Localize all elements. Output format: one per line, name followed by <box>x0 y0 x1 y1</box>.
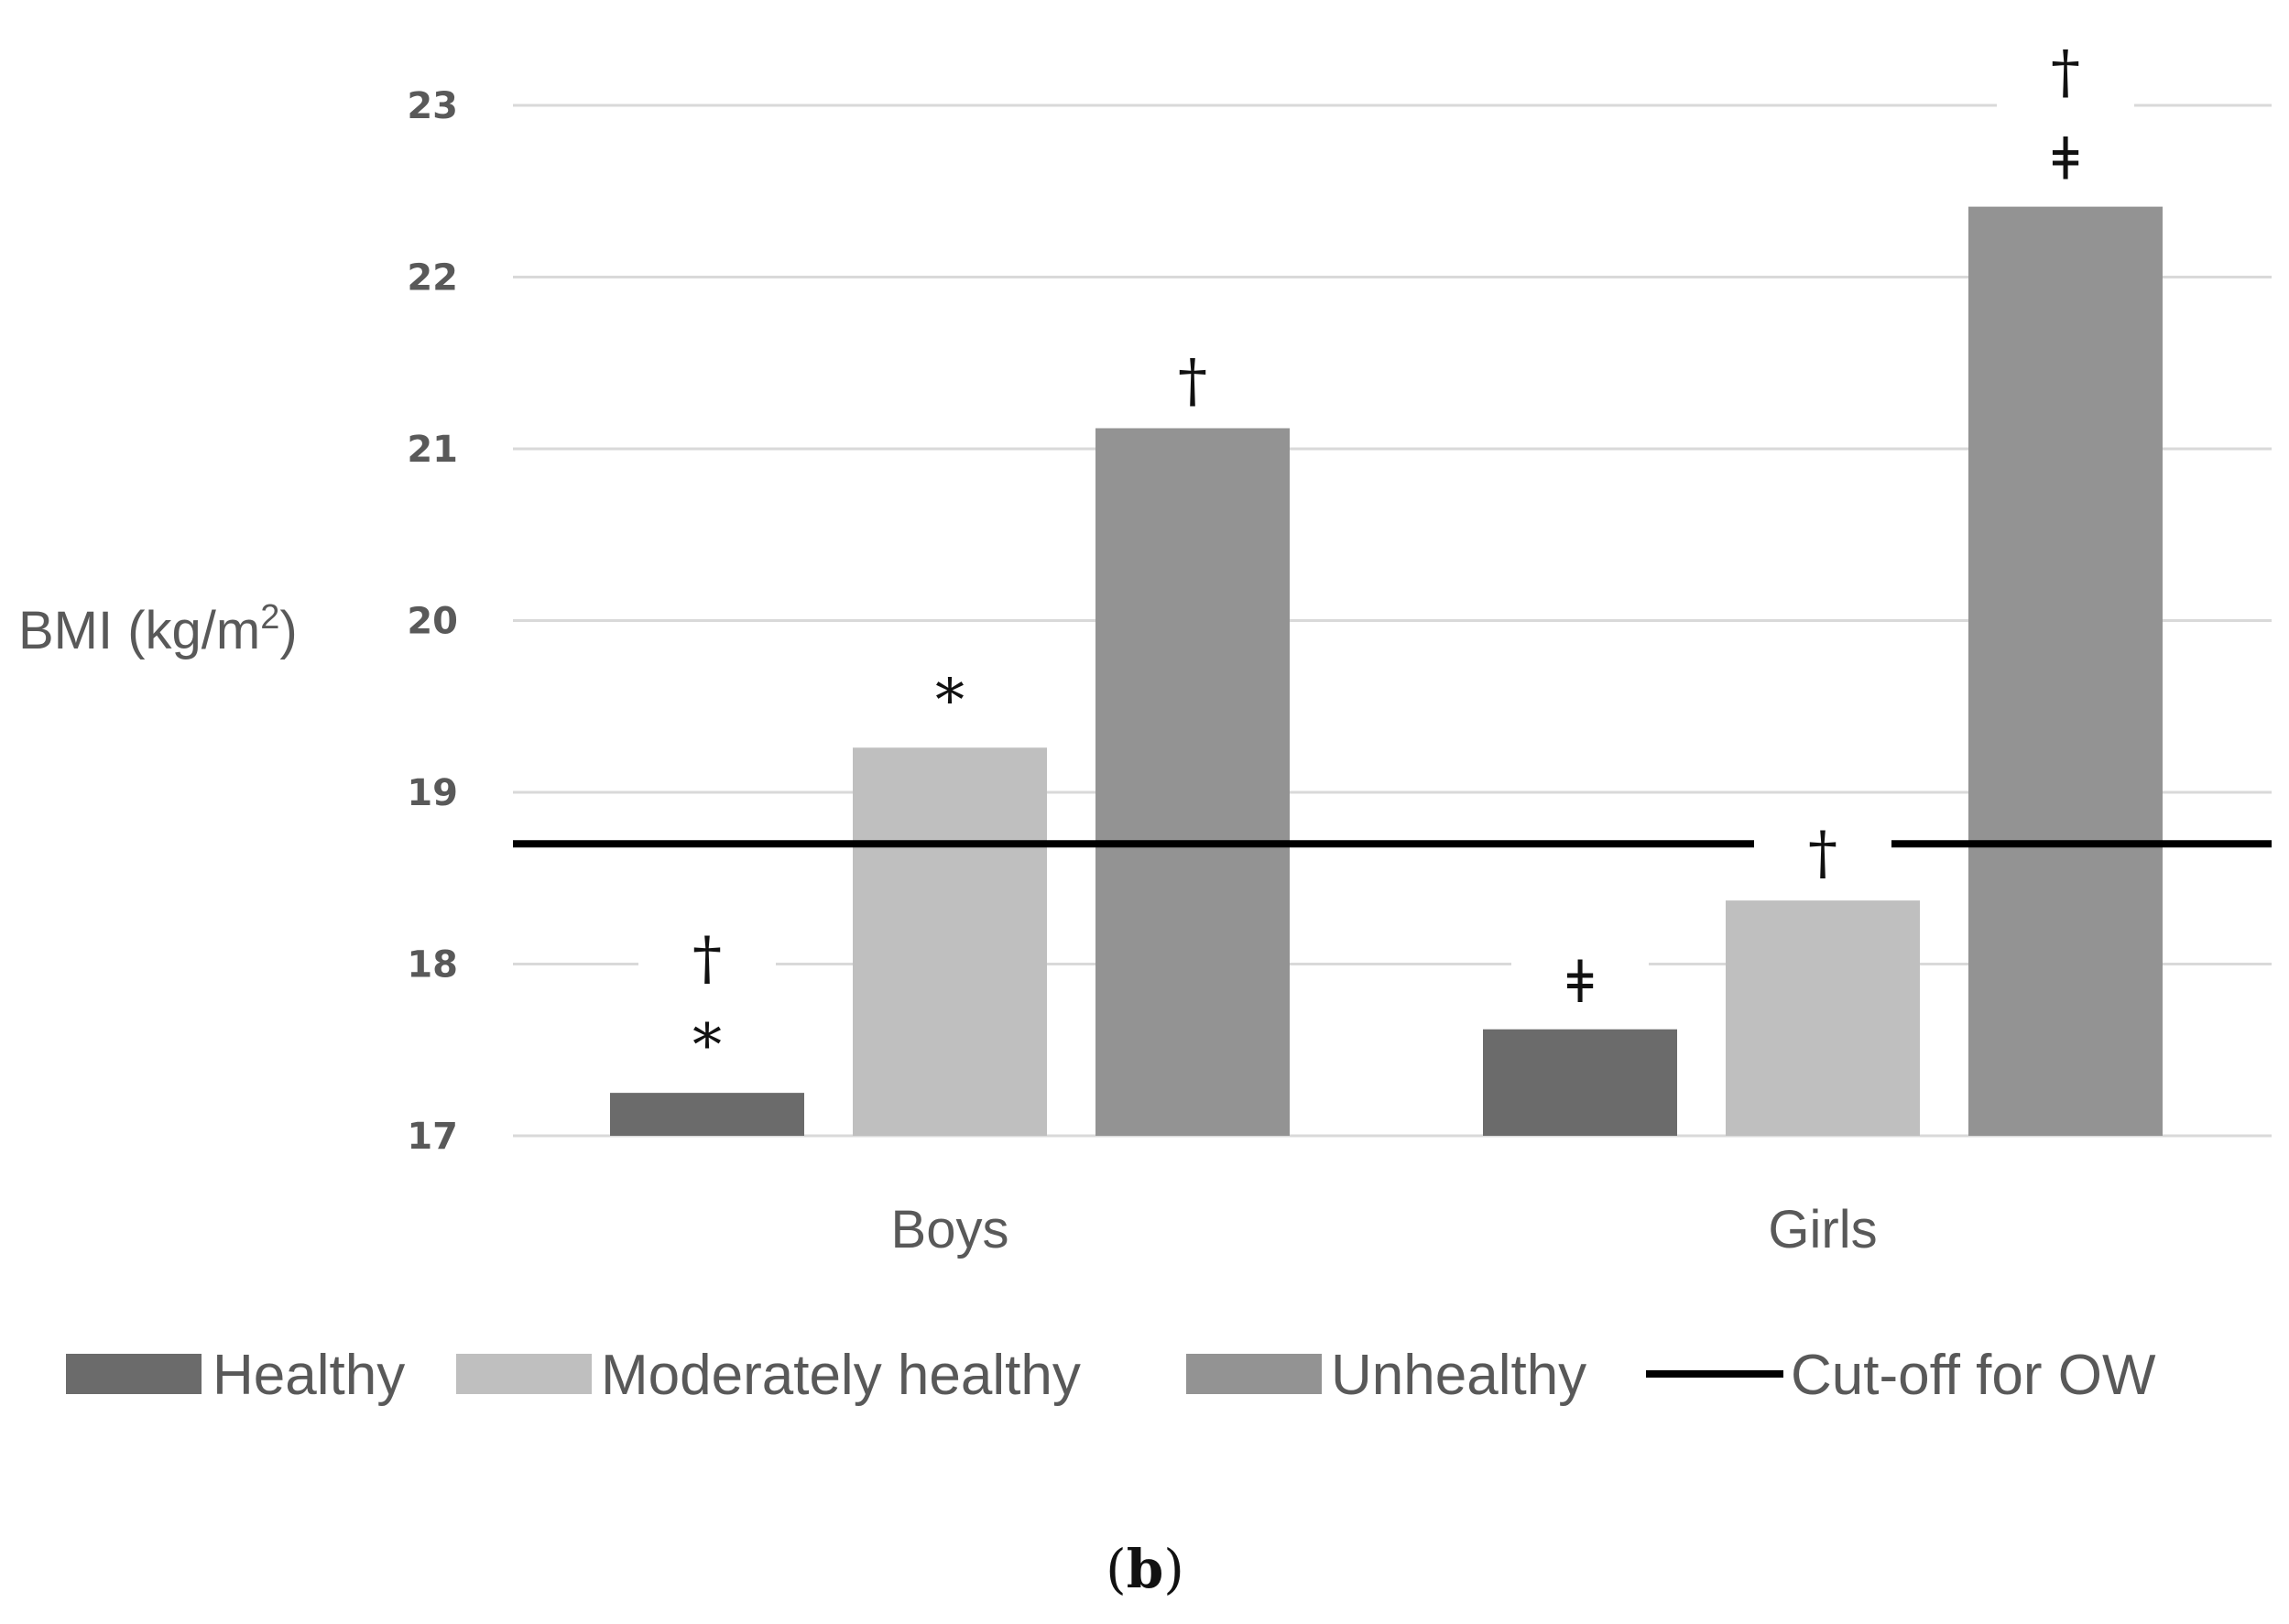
y-tick-label-20: 20 <box>407 601 458 643</box>
bars <box>610 206 2163 1136</box>
y-axis-ticks: 17 18 19 20 21 22 23 <box>407 85 458 1158</box>
marker-backdrop <box>638 1012 776 1086</box>
marker-backdrop <box>1511 948 1649 1022</box>
y-tick-label-23: 23 <box>407 85 458 127</box>
y-axis-label-suffix: ) <box>279 601 297 660</box>
y-tick-label-19: 19 <box>407 772 458 814</box>
y-tick-label-18: 18 <box>407 944 458 986</box>
marker-backdrop <box>638 925 776 999</box>
x-axis-category-labels: Boys Girls <box>891 1200 1878 1259</box>
legend-swatch-healthy <box>66 1354 202 1394</box>
y-axis-label: BMI (kg/m2) <box>18 598 298 660</box>
x-category-label-boys: Boys <box>891 1200 1009 1259</box>
panel-label-letter: b <box>1127 1538 1164 1600</box>
significance-marker: * <box>935 667 965 735</box>
significance-marker: * <box>692 1012 722 1080</box>
marker-backdrop <box>1754 820 1891 894</box>
legend-swatch-moderately-healthy <box>456 1354 592 1394</box>
x-category-label-girls: Girls <box>1768 1200 1877 1259</box>
legend-label-moderately-healthy: Moderately healthy <box>601 1344 1081 1407</box>
bar-boys-unhealthy <box>1095 428 1290 1136</box>
legend: Healthy Moderately healthy Unhealthy Cut-of… <box>66 1344 2156 1407</box>
significance-marker: ǂ <box>2052 126 2078 194</box>
marker-backdrop <box>1997 38 2134 113</box>
marker-backdrop <box>1124 347 1261 421</box>
significance-marker: † <box>1808 820 1837 888</box>
y-tick-label-22: 22 <box>407 257 458 300</box>
y-tick-label-21: 21 <box>407 429 458 471</box>
significance-marker: † <box>1178 348 1207 416</box>
legend-label-unhealthy: Unhealthy <box>1331 1344 1586 1407</box>
bar-girls-healthy <box>1483 1029 1677 1136</box>
bar-girls-unhealthy <box>1968 206 2163 1136</box>
marker-backdrop <box>1997 125 2134 200</box>
bar-girls-moderately-healthy <box>1726 900 1920 1136</box>
significance-marker: † <box>2051 39 2080 107</box>
gridlines <box>513 104 2272 1138</box>
legend-swatch-unhealthy <box>1186 1354 1322 1394</box>
marker-backdrop <box>881 667 1019 741</box>
y-tick-label-17: 17 <box>407 1116 458 1158</box>
bar-boys-healthy <box>610 1093 804 1136</box>
panel-label: (b) <box>1106 1538 1184 1600</box>
significance-markers: † * * † ǂ † † ǂ <box>638 38 2134 1086</box>
legend-label-cut-off-for-ow: Cut-off for OW <box>1791 1344 2156 1407</box>
legend-label-healthy: Healthy <box>213 1344 405 1407</box>
significance-marker: ǂ <box>1566 949 1593 1017</box>
y-axis-label-superscript: 2 <box>260 598 279 637</box>
significance-marker: † <box>692 925 722 993</box>
bar-boys-moderately-healthy <box>853 747 1047 1136</box>
